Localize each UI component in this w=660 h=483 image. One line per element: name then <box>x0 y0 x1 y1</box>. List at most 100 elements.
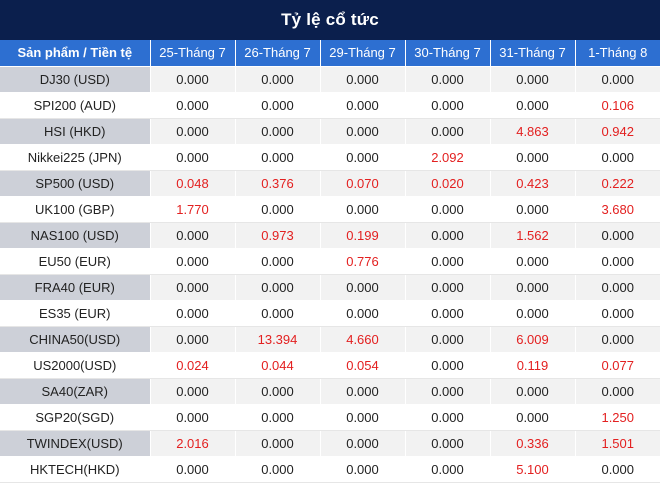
dividend-value-cell: 0.000 <box>319 65 405 92</box>
dividend-value-cell: 1.250 <box>574 403 660 431</box>
dividend-value-cell: 0.044 <box>234 351 320 379</box>
table-row: US2000(USD) 0.024 0.044 0.054 0.000 0.119 0.07… <box>0 351 660 379</box>
dividend-value-cell: 0.000 <box>574 455 660 483</box>
product-cell: NAS100 (USD) <box>0 221 150 248</box>
dividend-value-cell: 0.000 <box>319 377 405 404</box>
dividend-value-cell: 0.000 <box>234 299 320 327</box>
dividend-value-cell: 0.000 <box>489 143 575 171</box>
dividend-value-cell: 1.501 <box>574 429 660 456</box>
dividend-value-cell: 0.020 <box>404 169 490 196</box>
dividend-value-cell: 0.000 <box>404 325 490 352</box>
dividend-value-cell: 0.000 <box>234 91 320 119</box>
dividend-value-cell: 0.106 <box>574 91 660 119</box>
dividend-value-cell: 0.000 <box>234 403 320 431</box>
dividend-value-cell: 0.000 <box>319 117 405 144</box>
dividend-value-cell: 0.423 <box>489 169 575 196</box>
dividend-value-cell: 0.000 <box>149 273 235 300</box>
table-row: FRA40 (EUR) 0.000 0.000 0.000 0.000 0.000 0.00… <box>0 273 660 300</box>
dividend-value-cell: 5.100 <box>489 455 575 483</box>
dividend-value-cell: 0.000 <box>404 221 490 248</box>
dividend-value-cell: 0.000 <box>404 429 490 456</box>
product-cell: SGP20(SGD) <box>0 403 150 431</box>
table-row: NAS100 (USD) 0.000 0.973 0.199 0.000 1.562 0.0… <box>0 221 660 248</box>
dividend-value-cell: 0.000 <box>319 195 405 223</box>
dividend-value-cell: 0.000 <box>404 455 490 483</box>
table-row: TWINDEX(USD) 2.016 0.000 0.000 0.000 0.336 1.5… <box>0 429 660 456</box>
dividend-value-cell: 3.680 <box>574 195 660 223</box>
dividend-value-cell: 0.000 <box>149 299 235 327</box>
dividend-value-cell: 0.000 <box>404 351 490 379</box>
product-cell: SPI200 (AUD) <box>0 91 150 119</box>
dividend-value-cell: 0.000 <box>319 403 405 431</box>
column-header-product: Sản phẩm / Tiền tệ <box>17 45 133 61</box>
dividend-value-cell: 0.000 <box>404 117 490 144</box>
dividend-value-cell: 0.000 <box>319 91 405 119</box>
table-row: SA40(ZAR) 0.000 0.000 0.000 0.000 0.000 0.000 <box>0 377 660 404</box>
table-body: DJ30 (USD) 0.000 0.000 0.000 0.000 0.000 0.000… <box>0 65 660 483</box>
dividend-value-cell: 0.000 <box>404 91 490 119</box>
product-cell: DJ30 (USD) <box>0 65 150 92</box>
table-row: HSI (HKD) 0.000 0.000 0.000 0.000 4.863 0.942 <box>0 117 660 144</box>
dividend-value-cell: 0.000 <box>234 247 320 275</box>
product-cell: FRA40 (EUR) <box>0 273 150 300</box>
dividend-value-cell: 0.119 <box>489 351 575 379</box>
dividend-value-cell: 0.000 <box>149 325 235 352</box>
dividend-value-cell: 0.000 <box>489 247 575 275</box>
dividend-value-cell: 0.000 <box>149 247 235 275</box>
table-row: HKTECH(HKD) 0.000 0.000 0.000 0.000 5.100 0.00… <box>0 455 660 483</box>
column-header-row: Sản phẩm / Tiền tệ 25-Tháng 7 26-Tháng 7… <box>0 40 660 66</box>
dividend-value-cell: 0.000 <box>234 65 320 92</box>
dividend-value-cell: 0.000 <box>489 377 575 404</box>
dividend-value-cell: 4.863 <box>489 117 575 144</box>
dividend-value-cell: 0.000 <box>404 299 490 327</box>
dividend-value-cell: 0.000 <box>319 429 405 456</box>
table-title: Tỷ lệ cổ tức <box>0 0 660 40</box>
dividend-value-cell: 0.000 <box>489 299 575 327</box>
dividend-value-cell: 0.000 <box>404 65 490 92</box>
table-row: SPI200 (AUD) 0.000 0.000 0.000 0.000 0.000 0.1… <box>0 91 660 119</box>
table-row: EU50 (EUR) 0.000 0.000 0.776 0.000 0.000 0.000 <box>0 247 660 275</box>
dividend-value-cell: 0.077 <box>574 351 660 379</box>
dividend-value-cell: 0.000 <box>404 377 490 404</box>
dividend-value-cell: 0.000 <box>149 65 235 92</box>
dividend-value-cell: 0.000 <box>404 403 490 431</box>
dividend-value-cell: 0.000 <box>489 195 575 223</box>
dividend-value-cell: 0.000 <box>234 117 320 144</box>
dividend-value-cell: 0.000 <box>319 299 405 327</box>
dividend-value-cell: 6.009 <box>489 325 575 352</box>
dividend-value-cell: 0.000 <box>234 429 320 456</box>
dividend-value-cell: 0.000 <box>574 377 660 404</box>
product-cell: Nikkei225 (JPN) <box>0 143 150 171</box>
dividend-value-cell: 1.562 <box>489 221 575 248</box>
product-cell: SA40(ZAR) <box>0 377 150 404</box>
table-row: Nikkei225 (JPN) 0.000 0.000 0.000 2.092 0.000… <box>0 143 660 171</box>
dividend-value-cell: 0.000 <box>234 143 320 171</box>
dividend-value-cell: 0.000 <box>404 247 490 275</box>
product-cell: UK100 (GBP) <box>0 195 150 223</box>
dividend-value-cell: 0.000 <box>234 195 320 223</box>
dividend-table: Sản phẩm / Tiền tệ 25-Tháng 7 26-Tháng 7… <box>0 40 660 483</box>
dividend-value-cell: 4.660 <box>319 325 405 352</box>
dividend-value-cell: 0.000 <box>489 91 575 119</box>
dividend-value-cell: 0.942 <box>574 117 660 144</box>
dividend-value-cell: 0.070 <box>319 169 405 196</box>
dividend-value-cell: 0.000 <box>234 455 320 483</box>
dividend-value-cell: 0.000 <box>149 143 235 171</box>
dividend-value-cell: 0.000 <box>574 143 660 171</box>
product-cell: EU50 (EUR) <box>0 247 150 275</box>
product-cell: ES35 (EUR) <box>0 299 150 327</box>
table-row: ES35 (EUR) 0.000 0.000 0.000 0.000 0.000 0.000 <box>0 299 660 327</box>
dividend-value-cell: 0.000 <box>489 65 575 92</box>
dividend-value-cell: 0.000 <box>149 117 235 144</box>
dividend-value-cell: 0.000 <box>319 143 405 171</box>
column-header-date: 29-Tháng 7 <box>319 40 405 66</box>
dividend-value-cell: 0.000 <box>149 403 235 431</box>
dividend-value-cell: 0.973 <box>234 221 320 248</box>
dividend-value-cell: 0.000 <box>574 247 660 275</box>
dividend-value-cell: 0.000 <box>319 455 405 483</box>
product-cell: TWINDEX(USD) <box>0 429 150 456</box>
dividend-value-cell: 0.000 <box>319 273 405 300</box>
dividend-value-cell: 0.000 <box>234 273 320 300</box>
table-row: SP500 (USD) 0.048 0.376 0.070 0.020 0.423 0.22… <box>0 169 660 196</box>
